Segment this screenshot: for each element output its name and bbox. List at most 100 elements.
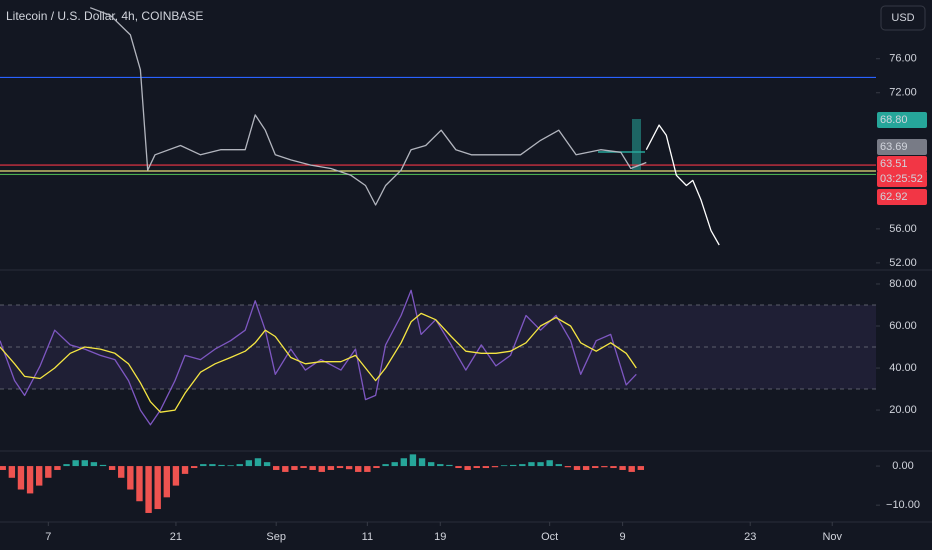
histogram-bar [236, 464, 243, 467]
price-label: 62.92 [880, 191, 908, 203]
histogram-bar [17, 466, 25, 490]
histogram-bar [200, 464, 207, 467]
y-tick-label: 56.00 [889, 223, 917, 235]
histogram-bar [209, 464, 216, 467]
histogram-bar [118, 466, 125, 478]
histogram-bar [482, 466, 490, 469]
histogram-bar [528, 462, 535, 467]
histogram-bar [300, 466, 307, 469]
histogram-bar [127, 466, 134, 490]
y-tick-label: 40.00 [889, 362, 917, 374]
histogram-bar [355, 466, 362, 472]
histogram-bar [555, 464, 562, 467]
histogram-bar [610, 466, 617, 469]
histogram-bar [172, 466, 180, 486]
pane [0, 454, 645, 513]
y-tick-label: 60.00 [889, 320, 917, 332]
histogram-bar [473, 466, 480, 469]
y-tick-label: 76.00 [889, 53, 917, 65]
histogram-bar [291, 466, 298, 470]
histogram-bar [254, 458, 262, 467]
histogram-bar [45, 466, 52, 478]
histogram-bar [145, 466, 152, 513]
x-tick-label: 23 [744, 531, 756, 543]
histogram-bar [263, 462, 271, 467]
histogram-bar [582, 466, 590, 470]
histogram-bar [26, 466, 34, 494]
histogram-bar [0, 466, 6, 470]
histogram-bar [90, 462, 98, 467]
y-tick-label: 0.00 [892, 460, 913, 472]
histogram-bar [455, 466, 462, 469]
histogram-bar [245, 460, 253, 467]
x-tick-label: Oct [541, 531, 558, 543]
series-line [89, 7, 647, 206]
histogram-bar [601, 466, 608, 468]
currency[interactable]: USD [891, 12, 914, 24]
x-tick-label: 7 [45, 531, 51, 543]
series-line [645, 124, 720, 246]
histogram-bar [8, 466, 16, 478]
price-label: 68.80 [880, 114, 908, 126]
histogram-bar [592, 466, 599, 469]
histogram-bar [190, 466, 198, 469]
x-tick-label: 19 [434, 531, 446, 543]
histogram-bar [437, 464, 444, 467]
x-tick-label: Sep [266, 531, 286, 543]
histogram-bar [637, 466, 645, 470]
histogram-bar [573, 466, 581, 470]
histogram-bar [491, 466, 499, 468]
histogram-bar [409, 454, 417, 467]
histogram-bar [382, 464, 389, 467]
price-label-box [877, 189, 927, 205]
histogram-bar [519, 464, 526, 467]
histogram-bar [537, 462, 544, 467]
histogram-bar [364, 466, 371, 472]
histogram-bar [154, 466, 161, 510]
price-label: 03:25:52 [880, 173, 923, 185]
chart-title: Litecoin / U.S. Dollar, 4h, COINBASE [6, 9, 203, 23]
price-label-box [877, 139, 927, 155]
x-tick-label: 21 [170, 531, 182, 543]
histogram-bar [327, 466, 335, 470]
histogram-bar [273, 466, 280, 470]
histogram-bar [628, 466, 635, 472]
histogram-bar [546, 460, 553, 467]
histogram-bar [427, 462, 435, 467]
histogram-bar [446, 464, 453, 467]
price-label-box [877, 171, 927, 187]
histogram-bar [336, 466, 344, 469]
histogram-bar [282, 466, 289, 472]
x-tick-label: 9 [620, 531, 626, 543]
histogram-bar [72, 460, 79, 467]
pane [0, 7, 876, 246]
histogram-bar [54, 466, 61, 470]
pane [0, 289, 876, 426]
price-label: 63.69 [880, 141, 908, 153]
series-line [0, 312, 637, 413]
currency-button[interactable] [880, 5, 926, 31]
histogram-bar [318, 466, 325, 472]
histogram-bar [136, 466, 143, 502]
projection-box [632, 119, 641, 170]
y-tick-label: 52.00 [889, 257, 917, 269]
histogram-bar [181, 466, 189, 474]
histogram-bar [500, 465, 508, 467]
y-tick-label: 20.00 [889, 404, 917, 416]
y-tick-label: 80.00 [889, 278, 917, 290]
x-tick-label: 11 [362, 531, 373, 543]
histogram-bar [391, 462, 398, 467]
histogram-bar [464, 466, 471, 470]
histogram-bar [619, 466, 626, 470]
y-tick-label: 72.00 [889, 87, 917, 99]
histogram-bar [218, 464, 225, 467]
histogram-bar [108, 466, 116, 470]
histogram-bar [163, 466, 171, 498]
y-tick-label: −10.00 [886, 499, 920, 511]
histogram-bar [400, 458, 408, 467]
histogram-bar [345, 466, 353, 470]
x-tick-label: Nov [822, 531, 842, 543]
